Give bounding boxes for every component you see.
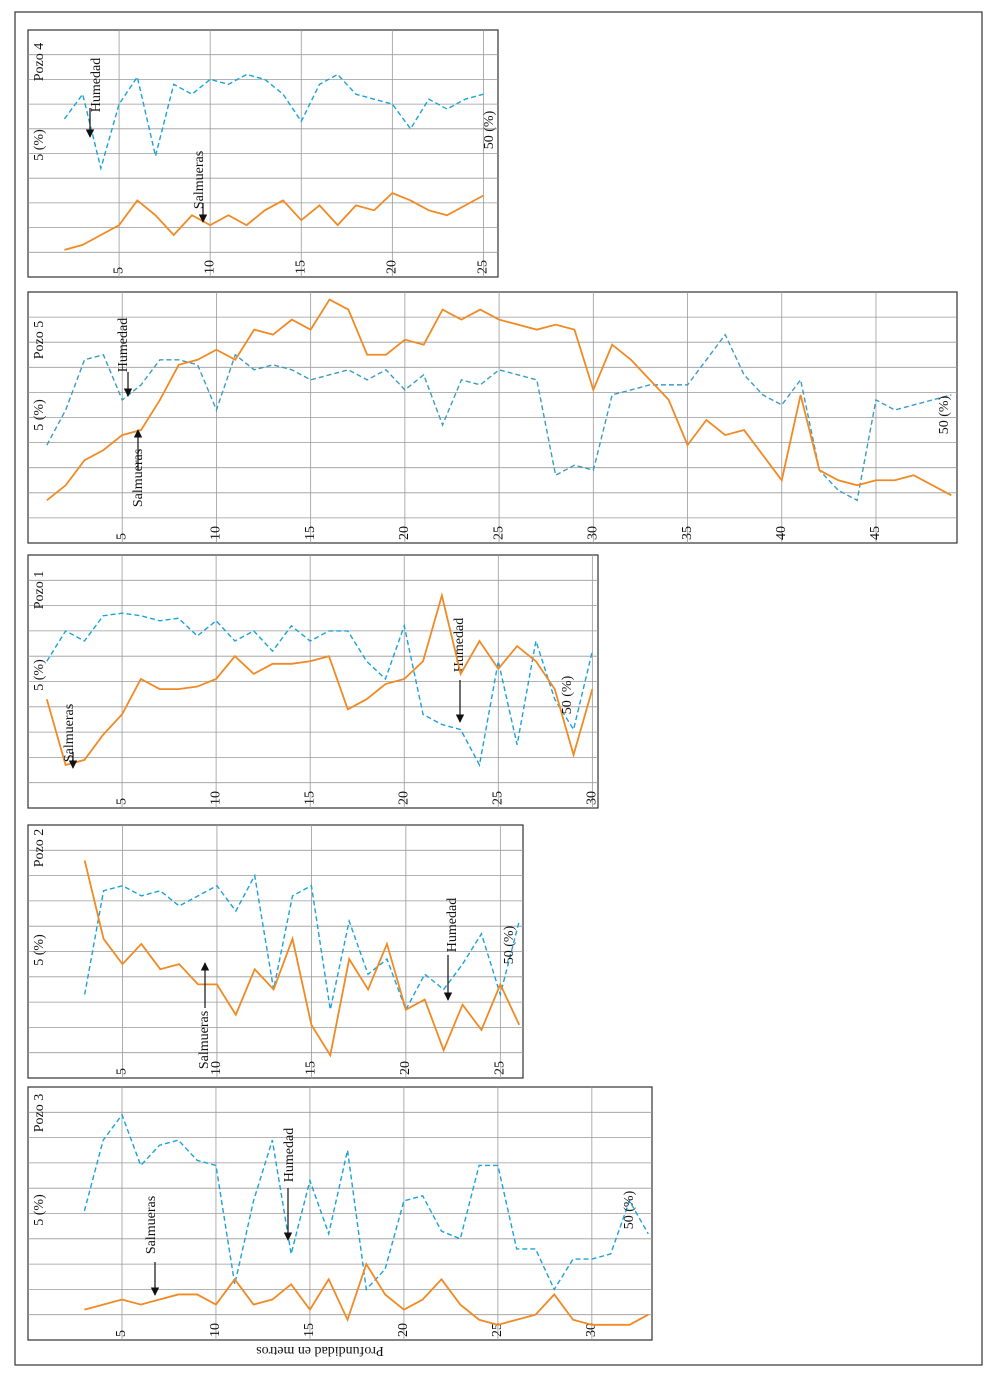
series-label: Salmueras	[197, 1011, 212, 1069]
x-tick-label: 20	[385, 260, 400, 274]
x-tick-label: 15	[302, 1323, 317, 1337]
x-tick-label: 20	[397, 526, 412, 540]
x-tick-label: 15	[293, 260, 308, 274]
x-tick-label: 5	[114, 1330, 129, 1337]
series-label: Salmueras	[192, 151, 207, 209]
x-tick-label: 10	[208, 1323, 223, 1337]
series-label: Humedad	[282, 1128, 297, 1182]
data-line	[45, 591, 594, 767]
scale-annotation: 50 (%)	[502, 925, 517, 964]
data-line	[83, 860, 521, 1058]
scale-annotation: 5 (%)	[32, 129, 47, 161]
x-tick-label: 10	[208, 791, 223, 805]
x-tick-label: 25	[493, 1061, 508, 1075]
scale-annotation: 5 (%)	[32, 934, 47, 966]
x-tick-label: 20	[396, 791, 411, 805]
data-line	[83, 1113, 649, 1291]
x-tick-label: 45	[868, 526, 883, 540]
panel-title: Pozo 2	[32, 829, 47, 868]
scale-annotation: 5 (%)	[32, 659, 47, 691]
figure-frame	[14, 11, 983, 1366]
x-tick-label: 25	[490, 1323, 505, 1337]
data-line	[63, 73, 484, 172]
x-tick-label: 20	[398, 1061, 413, 1075]
x-tick-label: 40	[774, 526, 789, 540]
data-line	[84, 1262, 649, 1326]
x-tick-label: 15	[304, 1061, 319, 1075]
panel-title: Pozo 5	[32, 321, 47, 360]
x-tick-label: 5	[111, 267, 126, 274]
series-label: Salmueras	[144, 1196, 159, 1254]
x-tick-label: 30	[585, 791, 600, 805]
data-line	[46, 612, 594, 768]
x-tick-label: 35	[680, 526, 695, 540]
data-line	[64, 191, 484, 251]
scale-annotation: 50 (%)	[482, 110, 497, 149]
x-tick-label: 30	[584, 1323, 599, 1337]
scale-annotation: 50 (%)	[560, 675, 575, 714]
x-tick-label: 10	[209, 526, 224, 540]
panel-title: Pozo 4	[32, 43, 47, 82]
series-label: Humedad	[452, 618, 467, 672]
x-tick-label: 25	[476, 260, 491, 274]
data-line	[46, 298, 952, 502]
data-line	[83, 873, 520, 1012]
x-tick-label: 10	[209, 1061, 224, 1075]
scale-annotation: 5 (%)	[32, 1194, 47, 1226]
x-tick-label: 5	[115, 1068, 130, 1075]
scale-annotation: 50 (%)	[937, 395, 952, 434]
x-tick-label: 5	[114, 798, 129, 805]
x-axis-label: Profundidad en metros	[256, 1343, 384, 1358]
series-label: Humedad	[116, 318, 131, 372]
series-label: Salmueras	[131, 449, 146, 507]
x-tick-label: 20	[396, 1323, 411, 1337]
panel-title: Pozo 1	[32, 571, 47, 610]
series-label: Humedad	[89, 58, 104, 112]
series-label: Humedad	[445, 898, 460, 952]
x-tick-label: 10	[202, 260, 217, 274]
x-tick-label: 15	[302, 791, 317, 805]
scale-annotation: 5 (%)	[32, 399, 47, 431]
x-tick-label: 15	[303, 526, 318, 540]
x-tick-label: 25	[491, 791, 506, 805]
panel-title: Pozo 3	[32, 1094, 47, 1133]
x-tick-label: 25	[491, 526, 506, 540]
scale-annotation: 50 (%)	[622, 1190, 637, 1229]
x-tick-label: 30	[586, 526, 601, 540]
series-label: Salmueras	[62, 704, 77, 762]
x-tick-label: 5	[114, 533, 129, 540]
